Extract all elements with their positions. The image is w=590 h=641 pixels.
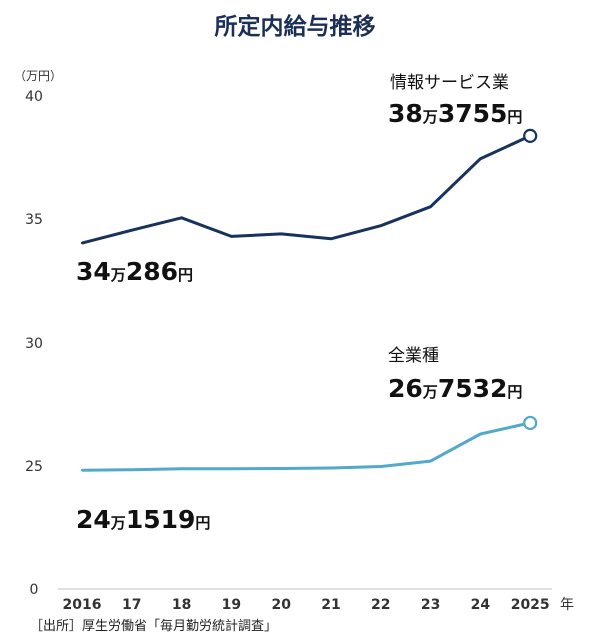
source-note: ［出所］厚生労働省「毎月勤労統計調査」 [30,618,277,634]
value-number: 7532 [438,374,508,403]
x-tick-label: 18 [172,597,191,613]
data-point [479,157,482,160]
axis-layer: 0 25 30 35 40 2016 17 18 19 20 21 22 23 24 2025 年 [25,89,574,613]
series-name-label: 全業種 [388,346,439,366]
end-value-label: 38万3755円 [388,99,522,128]
x-tick-label: 2025 [511,597,550,613]
chart-title: 所定内給与推移 [215,13,376,40]
x-tick-label: 24 [471,597,491,613]
series-line [81,421,531,472]
data-point [429,205,432,208]
end-value-label: 26万7532円 [388,374,522,403]
x-axis-unit: 年 [560,597,574,613]
data-point [479,432,482,436]
series-name-label: 情報サービス業 [390,73,509,93]
end-marker [523,128,538,143]
data-point [379,224,382,227]
value-number: 24 [76,505,111,534]
data-point [379,465,382,468]
x-tick-label: 23 [421,597,440,613]
series-layer [80,128,538,472]
x-tick-label: 19 [222,597,241,613]
y-tick-label: 0 [30,582,39,598]
y-tick-label: 40 [25,89,43,105]
series-line [81,134,531,245]
data-point [180,467,183,470]
x-tick-label: 17 [122,597,141,613]
data-point [280,467,283,470]
data-point [180,216,183,219]
data-point [230,235,233,238]
start-value-label: 24万1519円 [76,505,210,534]
start-value-label: 34万286円 [76,257,193,286]
data-point [130,468,133,471]
x-tick-label: 20 [271,597,291,613]
end-marker [523,415,538,431]
x-tick-label: 21 [321,597,340,613]
value-unit: 万 [110,514,126,532]
data-point [280,232,283,236]
y-axis-unit-label: （万円） [14,69,62,83]
value-unit: 万 [422,383,438,401]
data-point [130,228,133,232]
value-unit: 円 [195,514,210,532]
label-layer: 情報サービス業38万3755円34万286円全業種26万7532円24万1519… [76,73,522,534]
value-number: 286 [126,257,178,286]
value-unit: 円 [507,108,522,126]
value-unit: 円 [178,266,193,284]
value-unit: 円 [507,383,522,401]
data-point [329,466,333,470]
value-number: 26 [388,374,423,403]
data-point [230,467,233,471]
value-number: 38 [388,99,423,128]
data-point [429,459,432,463]
x-tick-label: 2016 [63,597,102,613]
data-point [80,468,84,472]
value-unit: 万 [110,266,126,284]
data-point [80,241,84,245]
value-number: 34 [76,257,111,286]
value-unit: 万 [422,108,438,126]
value-number: 1519 [126,505,196,534]
y-tick-label: 30 [25,336,43,352]
y-tick-label: 35 [25,212,43,228]
y-tick-label: 25 [25,459,43,475]
data-point [329,237,333,241]
value-number: 3755 [438,99,508,128]
x-tick-label: 22 [371,597,390,613]
